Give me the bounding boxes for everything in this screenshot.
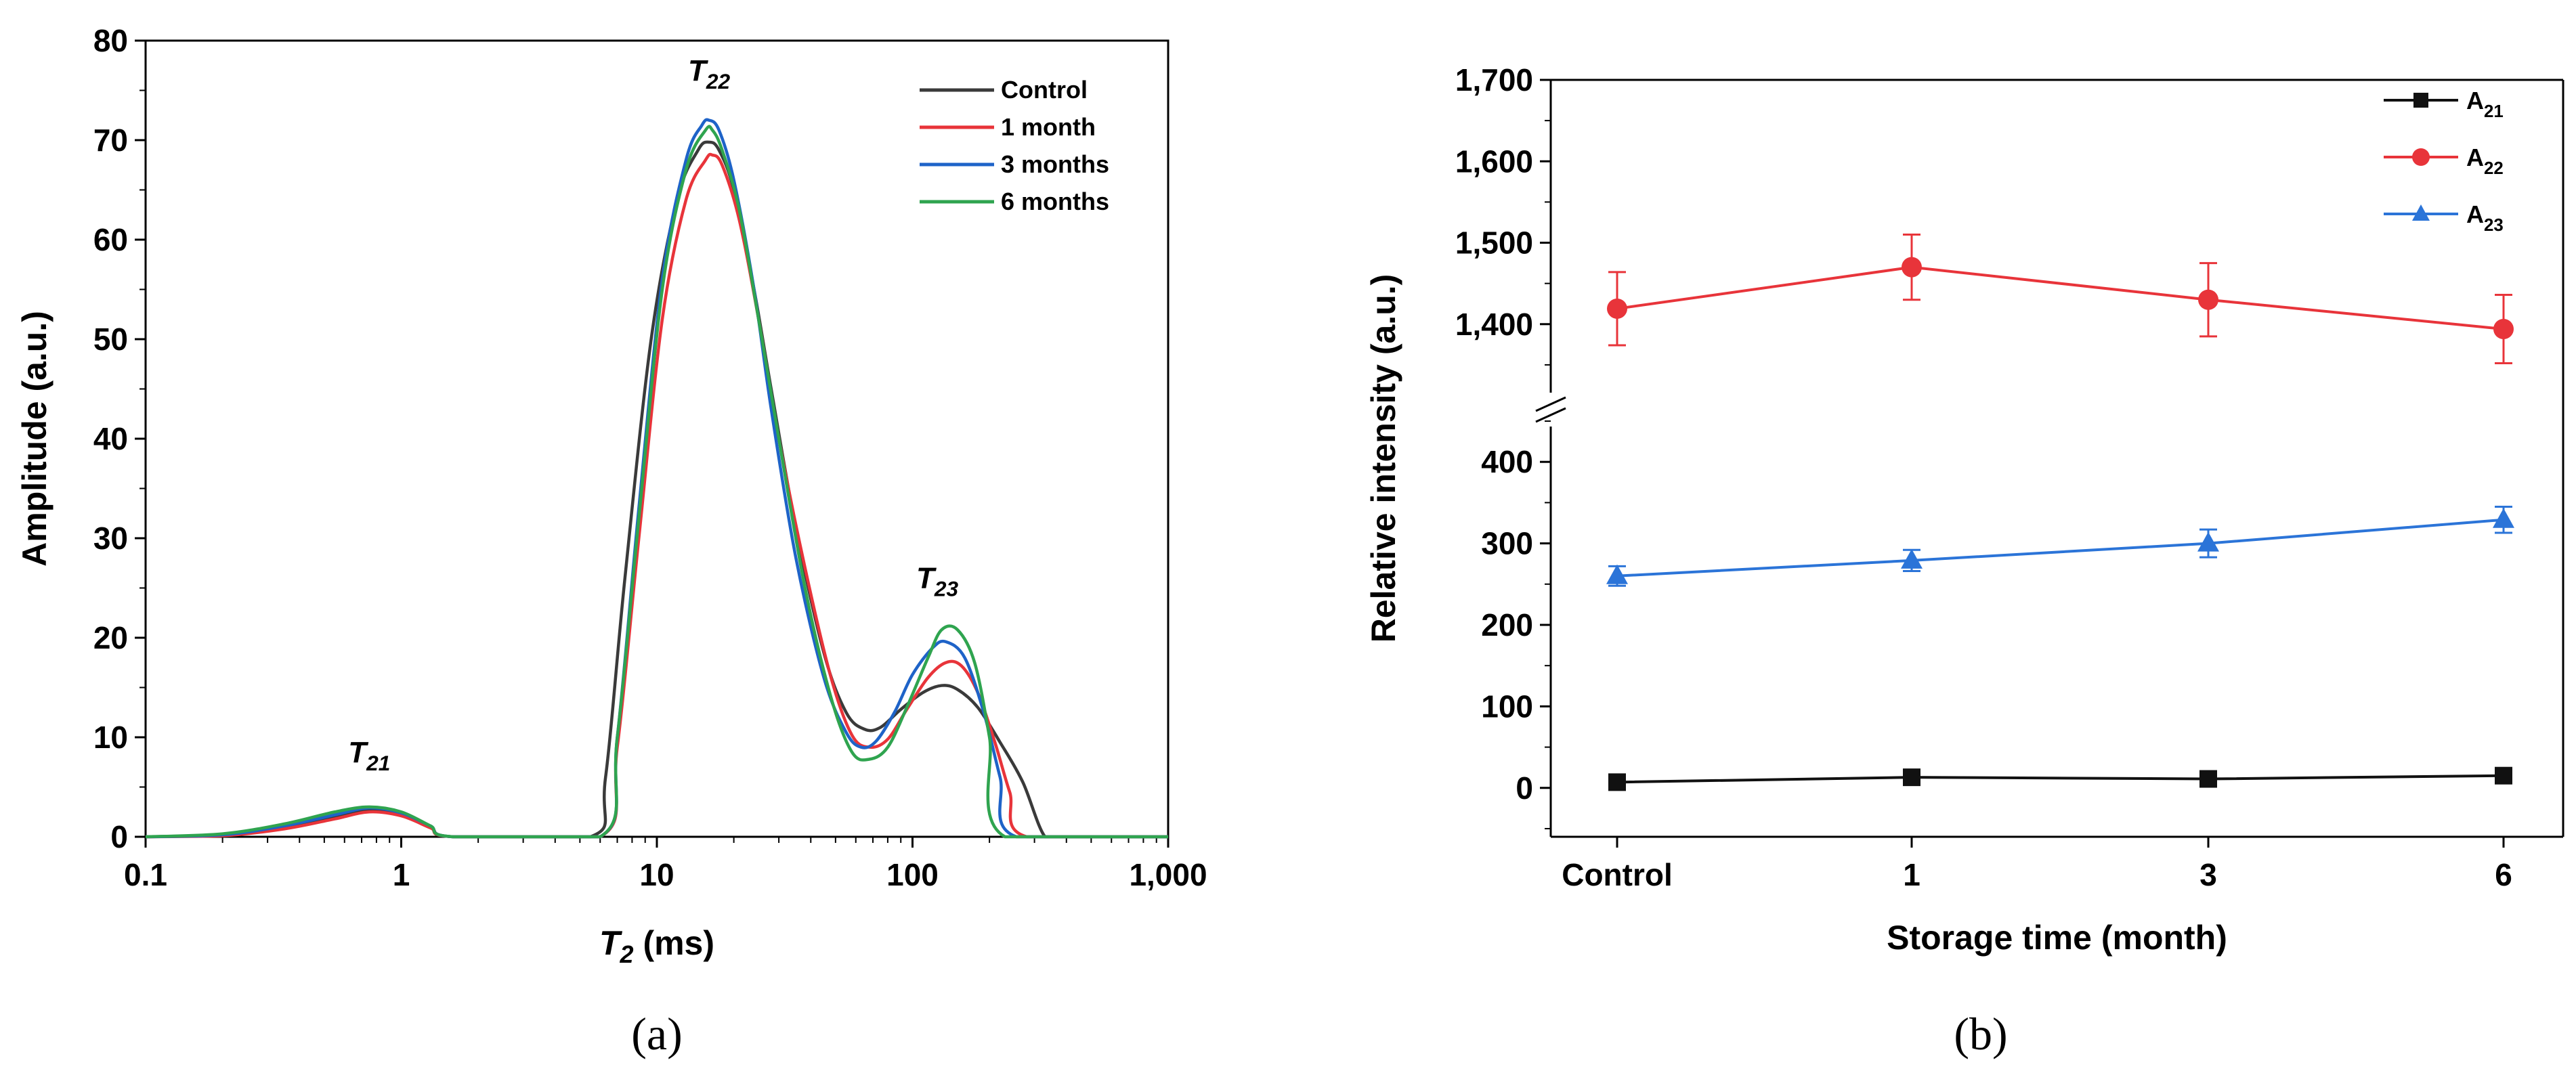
legend-label: 1 month bbox=[1001, 113, 1096, 141]
x-tick-label: 1 bbox=[393, 857, 410, 892]
y-tick-label: 1,600 bbox=[1455, 144, 1533, 179]
axis-break-mark bbox=[1535, 407, 1566, 423]
y-tick-label: 50 bbox=[93, 322, 128, 357]
y-tick-label: 70 bbox=[93, 123, 128, 158]
series-line-A23 bbox=[1616, 518, 2504, 577]
legend-marker bbox=[2412, 204, 2430, 221]
y-tick-label: 80 bbox=[93, 23, 128, 58]
y-tick-label: 60 bbox=[93, 222, 128, 257]
x-tick-label: 6 bbox=[2495, 857, 2512, 892]
y-tick-label: 300 bbox=[1481, 526, 1533, 561]
series-line-1-month bbox=[145, 152, 1168, 839]
point-A22 bbox=[2198, 289, 2218, 310]
series-line-A22 bbox=[1616, 265, 2504, 330]
y-tick-label: 100 bbox=[1481, 689, 1533, 724]
point-A21 bbox=[1903, 768, 1920, 787]
legend-label: 3 months bbox=[1001, 150, 1109, 178]
y-tick-label: 40 bbox=[93, 421, 128, 456]
x-tick-label: 10 bbox=[639, 857, 674, 892]
y-tick-label: 1,500 bbox=[1455, 225, 1533, 261]
x-tick-label: Control bbox=[1562, 857, 1673, 892]
point-A23 bbox=[1901, 548, 1923, 569]
point-A23 bbox=[2493, 508, 2514, 528]
legend-label: 6 months bbox=[1001, 188, 1109, 215]
panel-a-caption: (a) bbox=[631, 1008, 682, 1060]
legend-label: A22 bbox=[2466, 144, 2504, 178]
point-A22 bbox=[1607, 298, 1627, 319]
panel-b-chart: 1,400 1,500 1,600 1,700 0 100 200 300 400 Control… bbox=[1365, 62, 2564, 1060]
point-A23 bbox=[1606, 564, 1628, 584]
legend-label: A23 bbox=[2466, 200, 2504, 235]
y-tick-label: 10 bbox=[93, 720, 128, 755]
y-tick-label: 30 bbox=[93, 521, 128, 556]
legend-label: A21 bbox=[2466, 87, 2504, 121]
point-A21 bbox=[2495, 766, 2512, 785]
point-A21 bbox=[2199, 770, 2217, 788]
peak-label-23: T23 bbox=[916, 562, 959, 601]
series-line-6-months bbox=[145, 125, 1168, 839]
x-axis-title: Storage time (month) bbox=[1887, 919, 2227, 957]
legend-label: Control bbox=[1001, 76, 1088, 104]
y-tick-label: 1,400 bbox=[1455, 307, 1533, 342]
y-tick-label: 20 bbox=[93, 620, 128, 655]
panel-b-caption: (b) bbox=[1954, 1008, 2007, 1060]
y-tick-label: 200 bbox=[1481, 607, 1533, 642]
peak-label-22: T22 bbox=[688, 54, 731, 93]
y-axis-title: Amplitude (a.u.) bbox=[16, 311, 53, 567]
y-tick-label: 0 bbox=[110, 819, 128, 854]
point-A23 bbox=[2197, 531, 2219, 552]
point-A22 bbox=[2493, 319, 2514, 340]
legend-marker bbox=[2413, 93, 2428, 108]
y-tick-label: 400 bbox=[1481, 444, 1533, 479]
panel-a-chart: 0 10 20 30 40 50 60 70 80 0.1 1 10 100 1,000 T21 T22 T23… bbox=[16, 23, 1207, 1060]
x-tick-label: 3 bbox=[2199, 857, 2217, 892]
legend-marker bbox=[2412, 148, 2430, 166]
x-tick-label: 1,000 bbox=[1129, 857, 1207, 892]
x-tick-label: 0.1 bbox=[124, 857, 167, 892]
y-axis-title: Relative intensity (a.u.) bbox=[1365, 274, 1402, 643]
axis-break-mark bbox=[1535, 396, 1566, 412]
x-tick-label: 100 bbox=[886, 857, 939, 892]
point-A22 bbox=[1902, 257, 1922, 278]
series-line-control bbox=[145, 140, 1168, 839]
series-line-A21 bbox=[1616, 774, 2504, 784]
series-line-3-months bbox=[145, 118, 1168, 839]
peak-label-21: T21 bbox=[348, 736, 390, 775]
y-tick-label: 1,700 bbox=[1455, 62, 1533, 97]
x-tick-label: 1 bbox=[1903, 857, 1920, 892]
point-A21 bbox=[1608, 773, 1626, 791]
x-axis-title: T2 (ms) bbox=[599, 924, 714, 968]
y-tick-label: 0 bbox=[1516, 770, 1533, 806]
